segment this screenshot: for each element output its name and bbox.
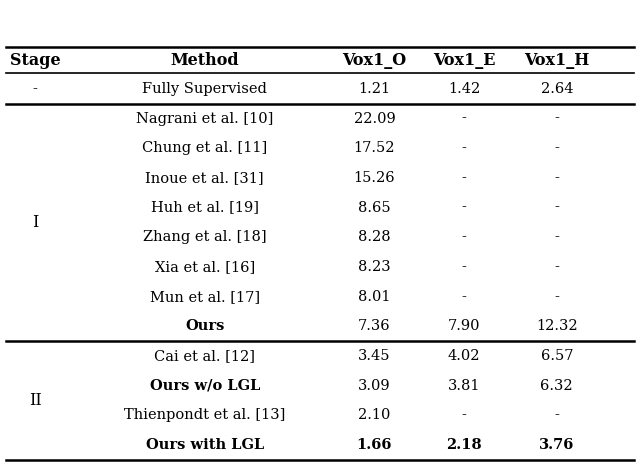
Text: 1.66: 1.66 — [356, 438, 392, 452]
Text: 1.42: 1.42 — [448, 82, 480, 96]
Text: 15.26: 15.26 — [353, 171, 396, 185]
Text: Vox1_E: Vox1_E — [433, 52, 495, 69]
Text: 2.10: 2.10 — [358, 408, 390, 422]
Text: 7.36: 7.36 — [358, 319, 390, 333]
Text: 2.18: 2.18 — [446, 438, 482, 452]
Text: Method: Method — [170, 52, 239, 69]
Text: -: - — [33, 82, 38, 96]
Text: Thienpondt et al. [13]: Thienpondt et al. [13] — [124, 408, 285, 422]
Text: 3.09: 3.09 — [358, 379, 390, 393]
Text: Inoue et al. [31]: Inoue et al. [31] — [145, 171, 264, 185]
Text: 22.09: 22.09 — [353, 112, 396, 126]
Text: Xia et al. [16]: Xia et al. [16] — [155, 260, 255, 274]
Text: 8.65: 8.65 — [358, 201, 390, 215]
Text: -: - — [554, 112, 559, 126]
Text: -: - — [461, 260, 467, 274]
Text: Stage: Stage — [10, 52, 61, 69]
Text: Chung et al. [11]: Chung et al. [11] — [142, 141, 268, 155]
Text: -: - — [554, 141, 559, 155]
Text: -: - — [554, 230, 559, 244]
Text: 4.02: 4.02 — [448, 349, 480, 363]
Text: 12.32: 12.32 — [536, 319, 578, 333]
Text: -: - — [461, 230, 467, 244]
Text: Zhang et al. [18]: Zhang et al. [18] — [143, 230, 267, 244]
Text: Vox1_H: Vox1_H — [524, 52, 589, 69]
Text: 7.90: 7.90 — [448, 319, 480, 333]
Text: 6.57: 6.57 — [541, 349, 573, 363]
Text: -: - — [461, 112, 467, 126]
Text: II: II — [29, 392, 42, 409]
Text: Ours with LGL: Ours with LGL — [146, 438, 264, 452]
Text: Ours w/o LGL: Ours w/o LGL — [150, 379, 260, 393]
Text: Fully Supervised: Fully Supervised — [142, 82, 268, 96]
Text: 3.45: 3.45 — [358, 349, 390, 363]
Text: -: - — [554, 408, 559, 422]
Text: Cai et al. [12]: Cai et al. [12] — [154, 349, 255, 363]
Text: -: - — [554, 171, 559, 185]
Text: 8.23: 8.23 — [358, 260, 390, 274]
Text: 1.21: 1.21 — [358, 82, 390, 96]
Text: 6.32: 6.32 — [541, 379, 573, 393]
Text: 17.52: 17.52 — [354, 141, 395, 155]
Text: -: - — [461, 141, 467, 155]
Text: 3.76: 3.76 — [539, 438, 575, 452]
Text: -: - — [461, 290, 467, 304]
Text: -: - — [554, 201, 559, 215]
Text: -: - — [554, 290, 559, 304]
Text: -: - — [461, 201, 467, 215]
Text: 8.28: 8.28 — [358, 230, 390, 244]
Text: 8.01: 8.01 — [358, 290, 390, 304]
Text: 3.81: 3.81 — [448, 379, 480, 393]
Text: Mun et al. [17]: Mun et al. [17] — [150, 290, 260, 304]
Text: -: - — [554, 260, 559, 274]
Text: I: I — [32, 214, 38, 231]
Text: Ours: Ours — [185, 319, 225, 333]
Text: -: - — [461, 171, 467, 185]
Text: Huh et al. [19]: Huh et al. [19] — [151, 201, 259, 215]
Text: Vox1_O: Vox1_O — [342, 52, 406, 69]
Text: Nagrani et al. [10]: Nagrani et al. [10] — [136, 112, 273, 126]
Text: 2.64: 2.64 — [541, 82, 573, 96]
Text: -: - — [461, 408, 467, 422]
